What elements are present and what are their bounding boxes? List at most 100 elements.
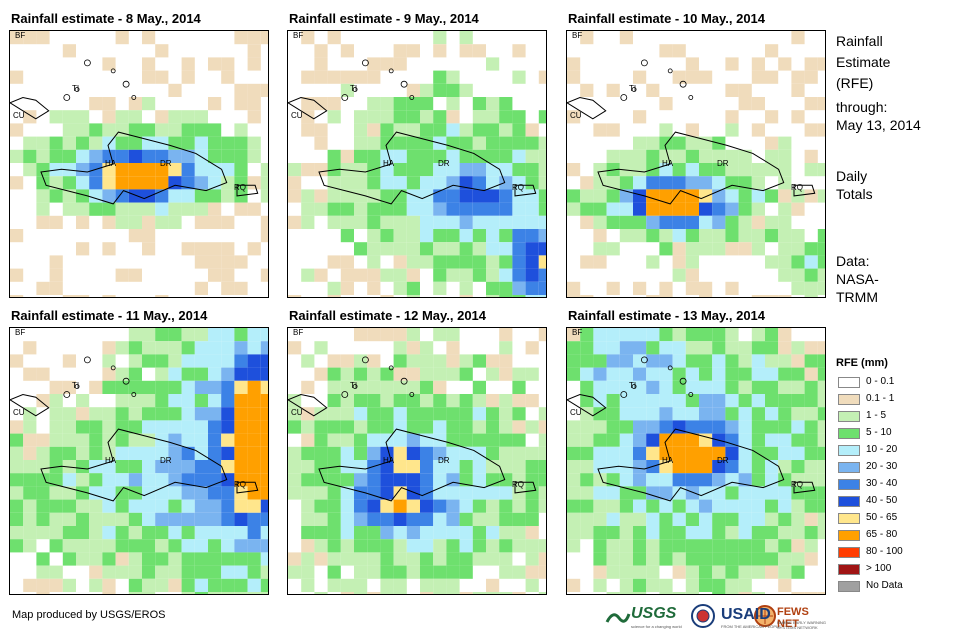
legend-label: 10 - 20 (866, 444, 898, 455)
legend-label: 0 - 0.1 (866, 376, 895, 387)
map-panel-6: BF TI CU HA DR RQ (566, 327, 826, 595)
usgs-logo: USGS (631, 605, 677, 622)
panel-title-2: Rainfall estimate - 9 May., 2014 (289, 11, 479, 26)
country-code-cu: CU (13, 111, 25, 120)
country-code-cu: CU (291, 408, 303, 417)
legend-swatch (838, 496, 860, 507)
legend-label: No Data (866, 580, 903, 591)
usaid-tagline: FROM THE AMERICAN PEOPLE (721, 624, 781, 629)
country-code-dr: DR (438, 456, 450, 465)
country-code-dr: DR (438, 159, 450, 168)
legend-swatch (838, 581, 860, 592)
legend-label: 65 - 80 (866, 529, 898, 540)
side-source-1: NASA- (836, 271, 879, 287)
side-title-2: Estimate (836, 54, 891, 70)
legend-swatch (838, 513, 860, 524)
legend-swatch (838, 377, 860, 388)
legend-label: 50 - 65 (866, 512, 898, 523)
side-title-3: (RFE) (836, 75, 874, 91)
country-code-bf: BF (15, 328, 26, 337)
rainfall-grid (567, 328, 825, 594)
rainfall-grid (10, 328, 268, 594)
partner-logos: USGS science for a changing world USAID … (605, 604, 830, 630)
panel-title-4: Rainfall estimate - 11 May., 2014 (11, 308, 208, 323)
usaid-logo: USAID (721, 606, 771, 623)
country-code-rq: RQ (512, 183, 524, 192)
country-code-bf: BF (293, 31, 304, 40)
rainfall-grid (288, 31, 546, 297)
side-data: Data: (836, 253, 870, 269)
rainfall-grid (10, 31, 268, 297)
country-code-cu: CU (291, 111, 303, 120)
country-code-ti: TI (72, 381, 80, 390)
side-through: through: (836, 99, 888, 115)
fews-globe-icon (754, 605, 776, 627)
country-code-bf: BF (572, 328, 583, 337)
legend-swatch (838, 530, 860, 541)
legend-swatch (838, 462, 860, 473)
country-code-ti: TI (629, 84, 637, 93)
legend-label: 80 - 100 (866, 546, 903, 557)
legend-swatch (838, 428, 860, 439)
rainfall-grid (288, 328, 546, 594)
legend-swatch (838, 411, 860, 422)
country-code-cu: CU (570, 111, 582, 120)
country-code-ha: HA (105, 159, 117, 168)
side-source-2: TRMM (836, 289, 878, 305)
map-credit: Map produced by USGS/EROS (12, 609, 166, 621)
panel-title-6: Rainfall estimate - 13 May., 2014 (568, 308, 766, 323)
country-code-rq: RQ (791, 480, 803, 489)
side-totals: Totals (836, 186, 873, 202)
usgs-tagline: science for a changing world (631, 624, 682, 629)
country-code-cu: CU (570, 408, 582, 417)
side-title-1: Rainfall (836, 33, 883, 49)
legend-swatch (838, 564, 860, 575)
country-code-dr: DR (717, 456, 729, 465)
legend-swatch (838, 547, 860, 558)
country-code-cu: CU (13, 408, 25, 417)
legend-label: 0.1 - 1 (866, 393, 895, 404)
rainfall-grid (567, 31, 825, 297)
country-code-ti: TI (350, 381, 358, 390)
legend-label: 1 - 5 (866, 410, 887, 421)
country-code-bf: BF (572, 31, 583, 40)
country-code-rq: RQ (512, 480, 524, 489)
country-code-dr: DR (160, 159, 172, 168)
country-code-ha: HA (383, 456, 395, 465)
legend-label: 5 - 10 (866, 427, 892, 438)
map-panel-5: BF TI CU HA DR RQ (287, 327, 547, 595)
legend-swatch (838, 479, 860, 490)
legend-label: 30 - 40 (866, 478, 898, 489)
legend-swatch (838, 394, 860, 405)
country-code-bf: BF (15, 31, 26, 40)
fews-tagline: FAMINE EARLY WARNING SYSTEMS NETWORK (777, 620, 827, 630)
usaid-seal-icon (691, 604, 715, 628)
country-code-ti: TI (350, 84, 358, 93)
country-code-rq: RQ (234, 480, 246, 489)
country-code-dr: DR (160, 456, 172, 465)
fews-net-logo: FEWS NET (777, 606, 809, 630)
country-code-bf: BF (293, 328, 304, 337)
legend-label: 20 - 30 (866, 461, 898, 472)
panel-title-3: Rainfall estimate - 10 May., 2014 (568, 11, 766, 26)
legend-label: > 100 (866, 563, 892, 574)
country-code-rq: RQ (791, 183, 803, 192)
country-code-ha: HA (662, 159, 674, 168)
panel-title-5: Rainfall estimate - 12 May., 2014 (289, 308, 487, 323)
country-code-ha: HA (383, 159, 395, 168)
country-code-rq: RQ (234, 183, 246, 192)
country-code-ha: HA (105, 456, 117, 465)
country-code-dr: DR (717, 159, 729, 168)
country-code-ti: TI (72, 84, 80, 93)
side-date: May 13, 2014 (836, 117, 921, 133)
map-panel-1: BF TI CU HA DR RQ (9, 30, 269, 298)
legend-title: RFE (mm) (836, 357, 888, 369)
country-code-ti: TI (629, 381, 637, 390)
legend-label: 40 - 50 (866, 495, 898, 506)
country-code-ha: HA (662, 456, 674, 465)
map-panel-2: BF TI CU HA DR RQ (287, 30, 547, 298)
legend-swatch (838, 445, 860, 456)
map-panel-4: BF TI CU HA DR RQ (9, 327, 269, 595)
map-panel-3: BF TI CU HA DR RQ (566, 30, 826, 298)
panel-title-1: Rainfall estimate - 8 May., 2014 (11, 11, 201, 26)
